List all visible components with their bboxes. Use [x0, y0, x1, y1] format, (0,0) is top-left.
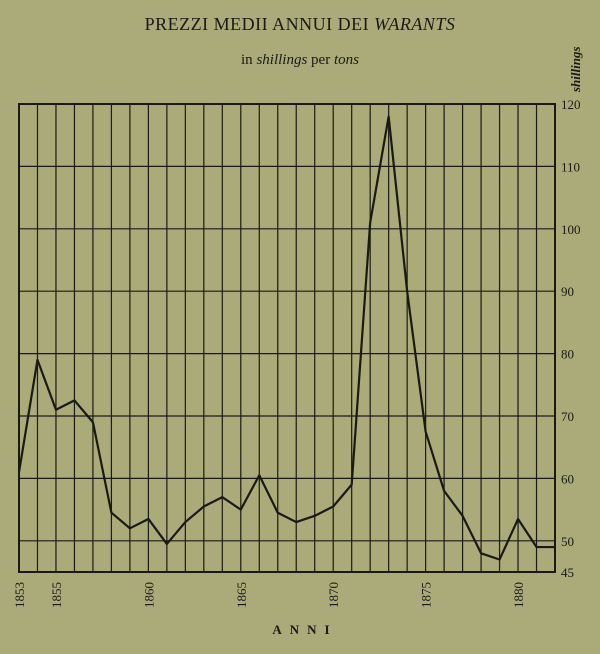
x-tick-label: 1853	[12, 582, 27, 608]
title-main: PREZZI MEDII ANNUI DEI	[144, 14, 375, 34]
subtitle-mid: per	[307, 52, 334, 68]
x-tick-label: 1875	[419, 582, 434, 608]
y-tick-label: 70	[561, 409, 574, 424]
x-tick-label: 1880	[511, 582, 526, 608]
y-tick-label: 120	[561, 97, 581, 112]
subtitle-pre: in	[241, 52, 257, 68]
y-tick-label: 50	[561, 534, 574, 549]
x-axis-title: ANNI	[272, 622, 338, 637]
plot-frame	[18, 103, 556, 573]
subtitle-italic-1: shillings	[256, 52, 308, 68]
x-tick-label: 1870	[326, 582, 341, 608]
y-tick-label: 80	[561, 347, 574, 362]
x-tick-label: 1860	[141, 582, 156, 608]
x-tick-label: 1855	[49, 582, 64, 608]
y-tick-label: 100	[561, 222, 581, 237]
subtitle-italic-2: tons	[333, 52, 359, 68]
y-tick-label: 90	[561, 284, 574, 299]
x-tick-label: 1865	[234, 582, 249, 608]
y-tick-label: 60	[561, 471, 574, 486]
y-tick-label: 110	[561, 159, 580, 174]
y-axis-title: shillings	[568, 46, 583, 93]
y-tick-label: 45	[561, 565, 574, 580]
chart-subtitle: in shillings per tons	[0, 52, 600, 69]
title-italic: WARANTS	[374, 14, 456, 34]
series-line	[17, 115, 555, 561]
chart-title: PREZZI MEDII ANNUI DEI WARANTS	[0, 14, 600, 35]
